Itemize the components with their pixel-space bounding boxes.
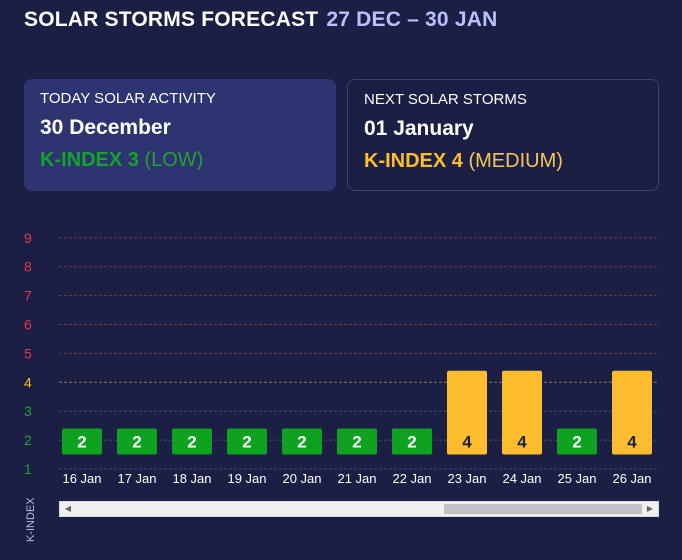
scroll-left-icon[interactable]: ◀ <box>64 504 72 513</box>
scroll-right-icon[interactable]: ▶ <box>646 504 654 513</box>
y-tick-label: 9 <box>24 230 32 246</box>
x-tick-label: 19 Jan <box>227 471 266 486</box>
y-tick-label: 8 <box>24 259 32 275</box>
x-tick-label: 20 Jan <box>282 471 321 486</box>
bar-data-label: 2 <box>352 433 361 452</box>
x-tick-label: 17 Jan <box>117 471 156 486</box>
bar-data-label: 2 <box>242 433 251 452</box>
y-tick-label: 7 <box>24 288 32 304</box>
x-tick-label: 16 Jan <box>62 471 101 486</box>
bar-data-label: 2 <box>297 433 306 452</box>
bar[interactable] <box>117 428 157 455</box>
next-card-label: NEXT SOLAR STORMS <box>364 91 527 108</box>
today-k-index-level: (LOW) <box>144 149 204 171</box>
bar[interactable] <box>447 370 487 455</box>
bar[interactable] <box>62 428 102 455</box>
y-tick-label: 5 <box>24 345 32 361</box>
bar-data-label: 4 <box>627 433 637 452</box>
x-tick-label: 25 Jan <box>557 471 596 486</box>
bar-data-label: 2 <box>132 433 141 452</box>
next-k-index-level: (MEDIUM) <box>468 150 563 172</box>
bar[interactable] <box>337 428 377 455</box>
bar[interactable] <box>612 370 652 455</box>
x-tick-label: 21 Jan <box>337 471 376 486</box>
bar[interactable] <box>502 370 542 455</box>
y-axis-label: K-INDEX <box>25 497 37 542</box>
x-tick-label: 26 Jan <box>612 471 651 486</box>
bar-data-label: 2 <box>187 433 196 452</box>
today-k-index: K-INDEX 3 (LOW) <box>40 149 320 172</box>
next-k-index-value: K-INDEX 4 <box>364 150 463 172</box>
bar[interactable] <box>557 428 597 455</box>
bar-data-label: 4 <box>517 433 527 452</box>
x-tick-label: 18 Jan <box>172 471 211 486</box>
chart-scrollbar[interactable]: ◀ ▶ <box>59 501 659 517</box>
bar-data-label: 2 <box>77 433 86 452</box>
x-tick-label: 24 Jan <box>502 471 541 486</box>
x-tick-label: 22 Jan <box>392 471 431 486</box>
next-card-date: 01 January <box>364 117 474 140</box>
y-tick-label: 2 <box>24 432 32 448</box>
chart-gridlines <box>59 237 659 470</box>
bar-data-label: 2 <box>572 433 581 452</box>
bar[interactable] <box>227 428 267 455</box>
bar[interactable] <box>392 428 432 455</box>
k-index-chart: 1 2 3 4 5 6 7 8 9 2 2 2 2 2 2 2 4 4 2 4 16 Jan 17 Jan 18 Jan… <box>24 230 659 542</box>
title-date-range: 27 DEC – 30 JAN <box>326 8 498 31</box>
scrollbar-thumb[interactable] <box>444 504 642 514</box>
y-tick-label: 6 <box>24 317 32 333</box>
y-tick-label: 3 <box>24 403 32 419</box>
today-activity-card: TODAY SOLAR ACTIVITY 30 December K-INDEX… <box>24 79 336 191</box>
bar-data-label: 4 <box>462 433 472 452</box>
bar[interactable] <box>282 428 322 455</box>
title-text: SOLAR STORMS FORECAST <box>24 8 319 31</box>
today-card-date: 30 December <box>40 116 171 139</box>
next-storms-card: NEXT SOLAR STORMS 01 January K-INDEX 4 (… <box>347 79 659 191</box>
bar-data-label: 2 <box>407 433 416 452</box>
x-axis-ticks: 16 Jan 17 Jan 18 Jan 19 Jan 20 Jan 21 Jan 22 J… <box>62 471 651 486</box>
y-tick-label: 1 <box>24 461 32 477</box>
today-card-label: TODAY SOLAR ACTIVITY <box>40 90 216 107</box>
today-k-index-value: K-INDEX 3 <box>40 149 139 171</box>
page-title: SOLAR STORMS FORECAST 27 DEC – 30 JAN <box>24 8 497 32</box>
y-axis-ticks: 1 2 3 4 5 6 7 8 9 <box>24 230 32 477</box>
bar[interactable] <box>172 428 212 455</box>
y-tick-label: 4 <box>24 374 32 390</box>
x-tick-label: 23 Jan <box>447 471 486 486</box>
next-k-index: K-INDEX 4 (MEDIUM) <box>364 150 642 173</box>
chart-bars: 2 2 2 2 2 2 2 4 4 2 4 <box>62 370 652 455</box>
